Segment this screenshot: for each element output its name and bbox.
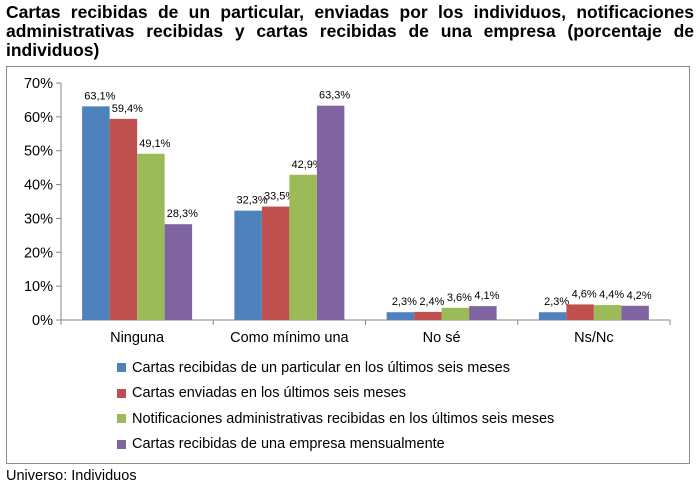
data-label: 33,5% — [264, 191, 295, 203]
bar — [164, 224, 193, 320]
x-tick-label: Como mínimo una — [230, 330, 349, 346]
data-label: 28,3% — [167, 208, 198, 220]
bar — [289, 174, 317, 320]
data-label: 4,1% — [474, 290, 499, 302]
bar — [82, 106, 110, 321]
y-tick-label: 50% — [24, 144, 53, 160]
bar — [469, 306, 497, 320]
legend-item: Cartas enviadas en los últimos seis mese… — [117, 381, 554, 407]
y-tick-label: 60% — [24, 110, 53, 126]
data-label: 2,4% — [419, 296, 444, 308]
bar — [538, 312, 567, 320]
data-label: 59,4% — [112, 103, 143, 115]
x-tick-label: Ns/Nc — [574, 330, 613, 346]
bar — [386, 312, 415, 320]
data-label: 4,4% — [599, 289, 624, 301]
legend-label: Cartas recibidas de una empresa mensualm… — [132, 436, 445, 453]
legend-swatch — [117, 414, 126, 424]
data-label: 32,3% — [237, 195, 268, 207]
y-tick-label: 40% — [24, 178, 53, 194]
x-tick-label: Ninguna — [110, 330, 165, 346]
bar — [414, 311, 442, 320]
legend-label: Cartas enviadas en los últimos seis mese… — [132, 385, 407, 402]
chart-frame — [6, 66, 690, 464]
y-tick-label: 30% — [24, 211, 53, 227]
bar — [137, 153, 165, 320]
bar — [593, 305, 622, 320]
legend-item: Notificaciones administrativas recibidas… — [117, 406, 554, 432]
bar — [261, 206, 290, 320]
bar — [441, 307, 470, 320]
legend-item: Cartas recibidas de una empresa mensualm… — [117, 432, 554, 458]
x-tick-label: No sé — [423, 330, 461, 346]
data-label: 3,6% — [447, 292, 472, 304]
bar — [621, 305, 649, 320]
footer-note: Universo: Individuos — [6, 468, 137, 484]
legend-label: Cartas recibidas de un particular en los… — [132, 359, 510, 376]
y-tick-label: 70% — [24, 76, 53, 92]
bar — [566, 304, 594, 320]
legend-label: Notificaciones administrativas recibidas… — [132, 410, 555, 427]
legend-swatch — [117, 363, 126, 373]
legend-swatch — [117, 439, 126, 449]
y-tick-label: 20% — [24, 245, 53, 261]
data-label: 49,1% — [139, 138, 170, 150]
data-label: 63,1% — [84, 90, 115, 102]
data-label: 63,3% — [319, 90, 350, 102]
chart-title: Cartas recibidas de un particular, envia… — [6, 2, 694, 60]
y-tick-label: 10% — [24, 279, 53, 295]
data-label: 2,3% — [544, 296, 569, 308]
bar — [234, 210, 262, 320]
data-label: 42,9% — [292, 159, 323, 171]
legend-swatch — [117, 388, 126, 398]
bar — [109, 118, 138, 320]
chart-legend: Cartas recibidas de un particular en los… — [117, 355, 554, 457]
data-label: 2,3% — [392, 296, 417, 308]
data-label: 4,6% — [572, 288, 597, 300]
data-label: 4,2% — [627, 290, 652, 302]
legend-item: Cartas recibidas de un particular en los… — [117, 355, 554, 381]
y-tick-label: 0% — [32, 313, 53, 329]
bar — [316, 105, 345, 320]
